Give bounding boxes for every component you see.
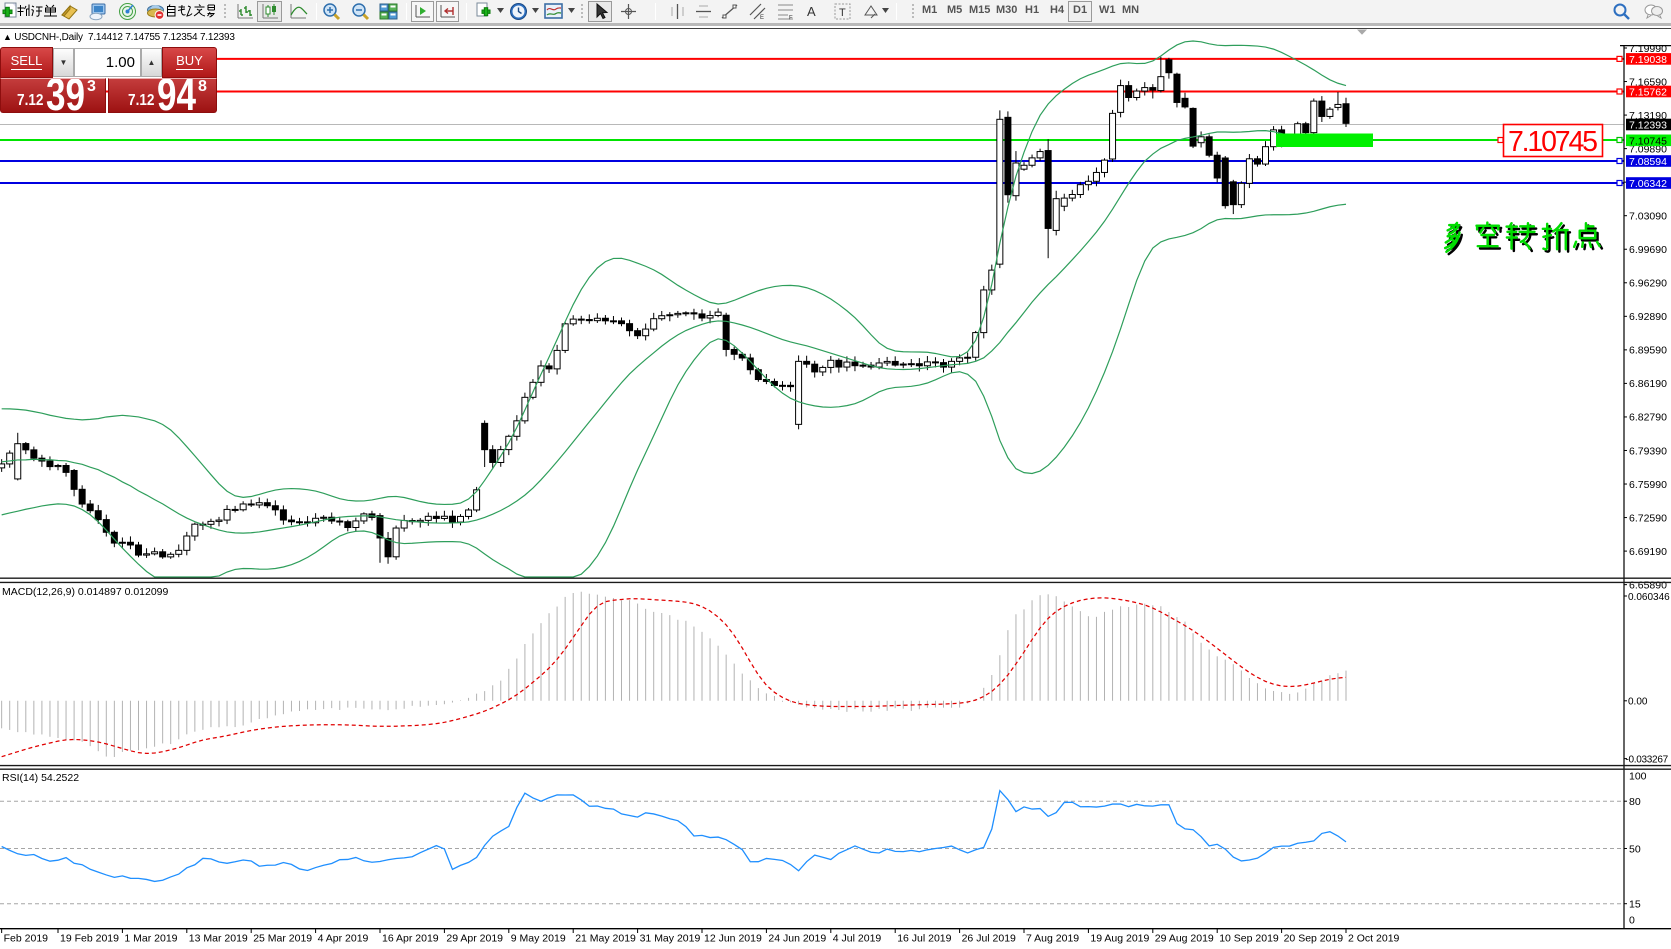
- svg-text:29 Apr 2019: 29 Apr 2019: [446, 933, 503, 945]
- svg-text:31 May 2019: 31 May 2019: [640, 933, 701, 945]
- svg-text:7.03090: 7.03090: [1629, 211, 1667, 223]
- svg-text:0.060346: 0.060346: [1628, 592, 1670, 603]
- svg-text:15: 15: [1629, 899, 1641, 911]
- svg-text:6.92890: 6.92890: [1629, 311, 1667, 323]
- svg-text:-0.033267: -0.033267: [1626, 754, 1669, 765]
- svg-text:24 Jun 2019: 24 Jun 2019: [768, 933, 826, 945]
- svg-text:6.69190: 6.69190: [1629, 546, 1667, 558]
- svg-text:6.79390: 6.79390: [1629, 445, 1667, 457]
- svg-text:0: 0: [1629, 915, 1635, 927]
- svg-text:0.00: 0.00: [1628, 697, 1648, 708]
- svg-text:6.99690: 6.99690: [1629, 244, 1667, 256]
- svg-text:13 Mar 2019: 13 Mar 2019: [189, 933, 248, 945]
- svg-text:19 Feb 2019: 19 Feb 2019: [60, 933, 119, 945]
- svg-text:10 Sep 2019: 10 Sep 2019: [1219, 933, 1279, 945]
- svg-text:4 Jul 2019: 4 Jul 2019: [833, 933, 882, 945]
- svg-text:80: 80: [1629, 796, 1641, 808]
- svg-text:7.19038: 7.19038: [1629, 54, 1667, 66]
- svg-text:7.16590: 7.16590: [1629, 76, 1667, 88]
- svg-text:MACD(12,26,9) 0.014897 0.01209: MACD(12,26,9) 0.014897 0.012099: [2, 586, 169, 598]
- svg-text:6.89590: 6.89590: [1629, 345, 1667, 357]
- svg-text:E: E: [760, 15, 764, 21]
- svg-text:Feb 2019: Feb 2019: [4, 933, 49, 945]
- svg-text:12 Jun 2019: 12 Jun 2019: [704, 933, 762, 945]
- svg-text:7.19990: 7.19990: [1629, 43, 1667, 55]
- svg-text:F: F: [789, 16, 793, 22]
- svg-text:20 Sep 2019: 20 Sep 2019: [1284, 933, 1344, 945]
- svg-text:16 Jul 2019: 16 Jul 2019: [897, 933, 951, 945]
- svg-text:7.09890: 7.09890: [1629, 143, 1667, 155]
- svg-text:7.15762: 7.15762: [1629, 87, 1667, 99]
- svg-text:4 Apr 2019: 4 Apr 2019: [318, 933, 369, 945]
- svg-text:6.82790: 6.82790: [1629, 412, 1667, 424]
- svg-text:7.08594: 7.08594: [1629, 156, 1667, 168]
- svg-text:2 Oct 2019: 2 Oct 2019: [1348, 933, 1400, 945]
- svg-text:7 Aug 2019: 7 Aug 2019: [1026, 933, 1079, 945]
- svg-text:26 Jul 2019: 26 Jul 2019: [962, 933, 1016, 945]
- svg-text:7.10745: 7.10745: [1629, 135, 1667, 147]
- svg-text:7.12393: 7.12393: [1629, 120, 1667, 132]
- svg-text:6.75990: 6.75990: [1629, 479, 1667, 491]
- svg-text:25 Mar 2019: 25 Mar 2019: [253, 933, 312, 945]
- svg-text:6.96290: 6.96290: [1629, 278, 1667, 290]
- svg-text:16 Apr 2019: 16 Apr 2019: [382, 933, 439, 945]
- svg-text:6.72590: 6.72590: [1629, 512, 1667, 524]
- svg-text:7.10745: 7.10745: [1508, 126, 1598, 158]
- svg-text:50: 50: [1629, 843, 1641, 855]
- svg-text:7.06342: 7.06342: [1629, 178, 1667, 190]
- svg-text:19 Aug 2019: 19 Aug 2019: [1090, 933, 1149, 945]
- svg-text:6.86190: 6.86190: [1629, 378, 1667, 390]
- svg-text:29 Aug 2019: 29 Aug 2019: [1155, 933, 1214, 945]
- svg-text:1 Mar 2019: 1 Mar 2019: [124, 933, 177, 945]
- svg-text:100: 100: [1629, 771, 1647, 783]
- svg-text:T: T: [839, 7, 846, 19]
- svg-text:9 May 2019: 9 May 2019: [511, 933, 566, 945]
- svg-text:21 May 2019: 21 May 2019: [575, 933, 636, 945]
- svg-text:RSI(14) 54.2522: RSI(14) 54.2522: [2, 772, 79, 784]
- svg-text:6.65890: 6.65890: [1629, 579, 1667, 591]
